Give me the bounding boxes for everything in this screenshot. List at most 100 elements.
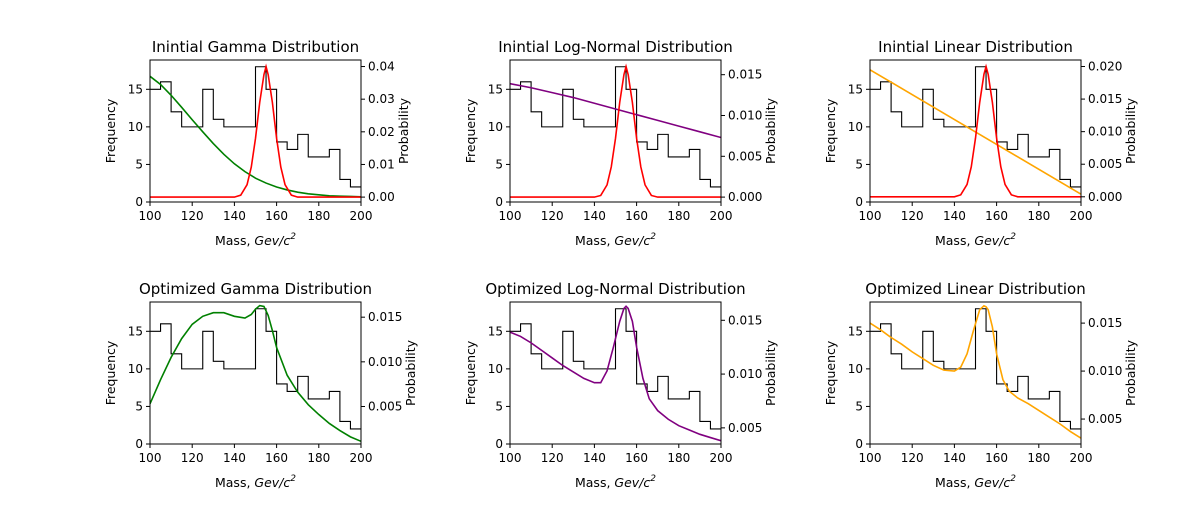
y-right-axis-label: Probability <box>396 97 411 164</box>
y-right-tick-label: 0.005 <box>1088 157 1122 171</box>
y-right-tick-label: 0.010 <box>368 355 402 369</box>
x-axis-label-prefix: Mass, <box>575 233 614 248</box>
histogram-step <box>150 308 361 430</box>
x-axis-label-unit: Gev/c <box>974 475 1010 490</box>
series-line-2 <box>510 63 721 198</box>
x-axis-label-exponent: 2 <box>650 474 656 484</box>
series-line-1 <box>150 75 361 198</box>
x-axis-label: Mass, Gev/c2 <box>215 232 296 248</box>
x-tick-label: 200 <box>350 209 373 223</box>
x-axis-label: Mass, Gev/c2 <box>575 232 656 248</box>
x-tick-label: 140 <box>583 209 606 223</box>
y-right-axis-label: Probability <box>763 97 778 164</box>
series-line-1 <box>510 305 721 442</box>
y-right-tick-label: 0.02 <box>368 125 395 139</box>
y-right-tick-label: 0.010 <box>1088 125 1122 139</box>
x-tick-label: 120 <box>541 209 564 223</box>
y-right-tick-label: 0.005 <box>728 149 762 163</box>
x-tick-label: 180 <box>1027 209 1050 223</box>
x-tick-label: 160 <box>265 451 288 465</box>
y-left-tick-label: 10 <box>488 120 503 134</box>
x-axis-label-unit: Gev/c <box>614 475 650 490</box>
subplot-title: Inintial Log-Normal Distribution <box>498 38 733 56</box>
histogram-step <box>510 308 721 430</box>
y-left-axis-label: Frequency <box>463 98 478 163</box>
y-right-axis-label: Probability <box>1123 339 1138 406</box>
x-tick-label: 180 <box>667 209 690 223</box>
subplot-title: Optimized Log-Normal Distribution <box>485 280 745 298</box>
x-tick-label: 160 <box>625 451 648 465</box>
y-left-tick-label: 5 <box>495 399 503 413</box>
x-tick-label: 100 <box>499 209 522 223</box>
x-tick-label: 200 <box>710 209 733 223</box>
y-right-axis-label: Probability <box>403 339 418 406</box>
y-left-tick-label: 15 <box>128 324 143 338</box>
x-tick-label: 180 <box>307 209 330 223</box>
x-tick-label: 100 <box>139 451 162 465</box>
plot-frame <box>509 59 722 203</box>
subplot-5: 100 120 140 160 180 200 0 5 10 15 0.005 0.010 0.015 O… <box>463 280 778 490</box>
y-left-tick-label: 10 <box>128 120 143 134</box>
y-right-tick-label: 0.000 <box>728 190 762 204</box>
x-axis-label-prefix: Mass, <box>215 233 254 248</box>
y-right-tick-label: 0.005 <box>368 399 402 413</box>
plot-frame <box>869 59 1082 203</box>
x-axis-label-exponent: 2 <box>650 232 656 242</box>
y-left-tick-label: 15 <box>848 324 863 338</box>
histogram-step <box>510 66 721 188</box>
x-tick-label: 180 <box>667 451 690 465</box>
y-left-tick-label: 10 <box>128 362 143 376</box>
x-axis-label-exponent: 2 <box>1010 232 1016 242</box>
x-tick-label: 200 <box>350 451 373 465</box>
y-right-tick-label: 0.015 <box>1088 92 1122 106</box>
x-tick-label: 140 <box>223 451 246 465</box>
y-right-axis-label: Probability <box>763 339 778 406</box>
y-right-tick-label: 0.020 <box>1088 60 1122 74</box>
y-left-tick-label: 10 <box>848 362 863 376</box>
x-tick-label: 120 <box>541 451 564 465</box>
y-right-tick-label: 0.015 <box>728 313 762 327</box>
y-right-tick-label: 0.01 <box>368 157 395 171</box>
x-tick-label: 100 <box>859 209 882 223</box>
x-axis-label-exponent: 2 <box>290 474 296 484</box>
y-left-tick-label: 5 <box>135 399 143 413</box>
x-tick-label: 200 <box>1070 209 1093 223</box>
x-tick-label: 200 <box>1070 451 1093 465</box>
x-tick-label: 120 <box>901 451 924 465</box>
y-left-tick-label: 0 <box>495 437 503 451</box>
y-right-tick-label: 0.04 <box>368 60 395 74</box>
x-tick-label: 160 <box>985 451 1008 465</box>
x-axis-label-unit: Gev/c <box>974 233 1010 248</box>
x-tick-label: 180 <box>307 451 330 465</box>
x-axis-label-exponent: 2 <box>290 232 296 242</box>
x-axis-label-unit: Gev/c <box>614 233 650 248</box>
x-axis-label-prefix: Mass, <box>935 233 974 248</box>
series-line-2 <box>150 63 361 198</box>
x-axis-label-prefix: Mass, <box>215 475 254 490</box>
series-line-2 <box>870 63 1081 198</box>
x-tick-label: 140 <box>583 451 606 465</box>
y-left-tick-label: 15 <box>128 82 143 96</box>
subplot-4: 100 120 140 160 180 200 0 5 10 15 0.005 0.010 0.015 O… <box>103 280 418 490</box>
subplot-title: Optimized Gamma Distribution <box>139 280 372 298</box>
x-tick-label: 100 <box>139 209 162 223</box>
x-tick-label: 180 <box>1027 451 1050 465</box>
subplot-1: 100 120 140 160 180 200 0 5 10 15 0.00 0.01 0.02 0.03… <box>103 38 411 248</box>
x-axis-label-unit: Gev/c <box>254 475 290 490</box>
x-tick-label: 100 <box>859 451 882 465</box>
y-left-axis-label: Frequency <box>103 340 118 405</box>
x-tick-label: 160 <box>265 209 288 223</box>
y-right-tick-label: 0.015 <box>728 68 762 82</box>
y-right-tick-label: 0.010 <box>1088 364 1122 378</box>
x-tick-label: 120 <box>181 209 204 223</box>
y-right-tick-label: 0.005 <box>728 421 762 435</box>
x-tick-label: 140 <box>943 451 966 465</box>
x-axis-label-prefix: Mass, <box>935 475 974 490</box>
subplot-6: 100 120 140 160 180 200 0 5 10 15 0.005 0.010 0.015 O… <box>823 280 1138 490</box>
y-right-axis-label: Probability <box>1123 97 1138 164</box>
histogram-step <box>870 308 1081 430</box>
subplot-2: 100 120 140 160 180 200 0 5 10 15 0.000 0.005 0.010 0… <box>463 38 778 248</box>
y-right-tick-label: 0.00 <box>368 190 395 204</box>
y-left-tick-label: 5 <box>855 399 863 413</box>
y-right-tick-label: 0.015 <box>368 310 402 324</box>
